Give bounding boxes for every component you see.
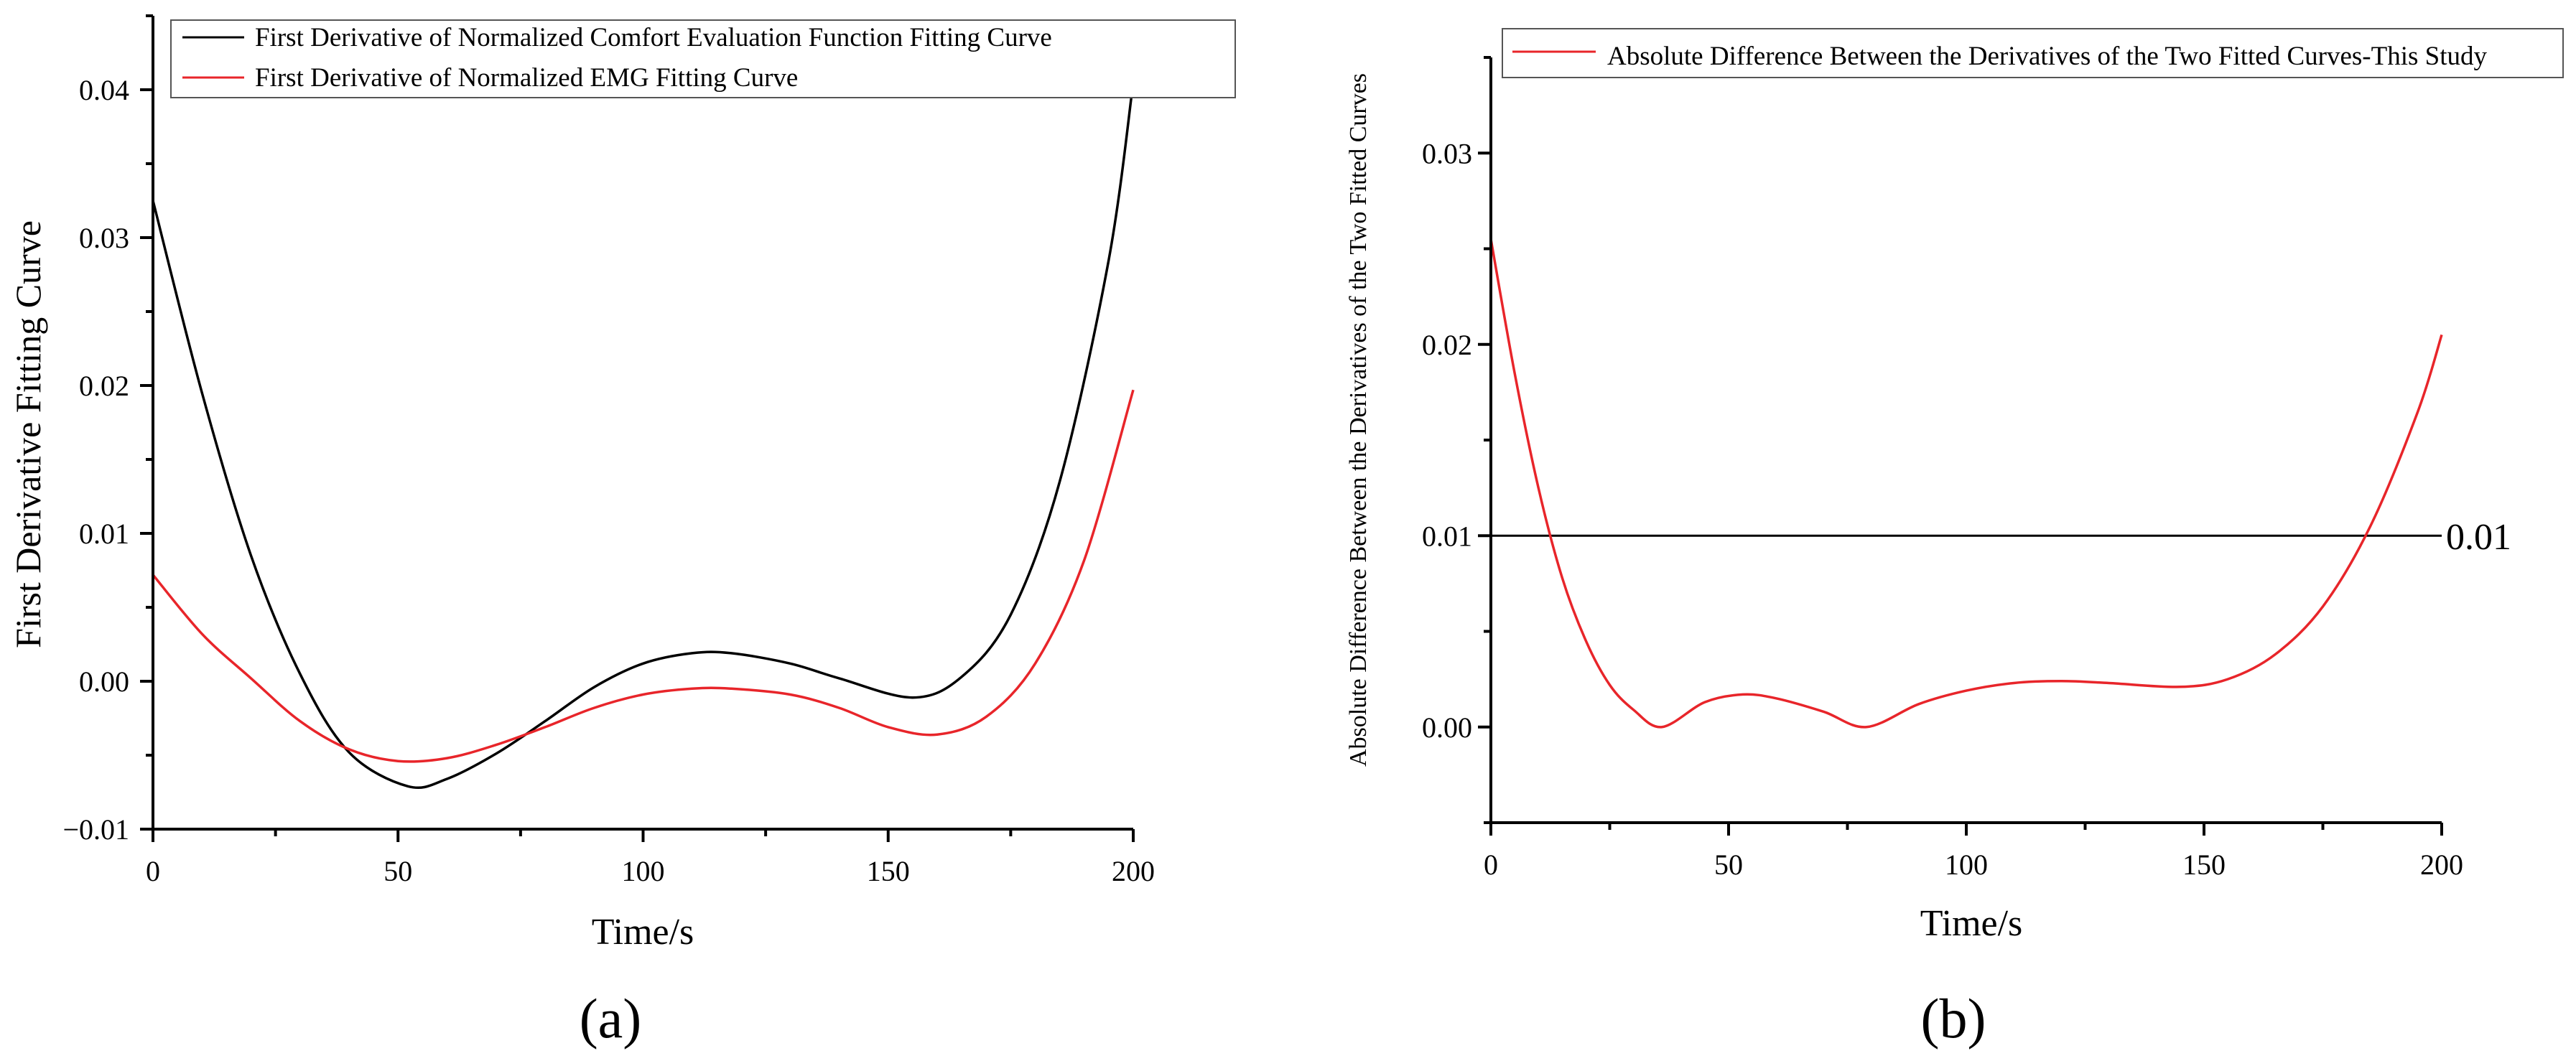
- panel-b-series-1-line: [1489, 238, 2443, 729]
- panel-b: 0 50 100 150 200 0.00 0.01 0.02 0.03 Absolute Di…: [1345, 28, 2564, 1050]
- panel-a-y-tick-label: 0.01: [79, 518, 129, 550]
- panel-a-panel-label: (a): [580, 987, 642, 1050]
- panel-a-x-tick-label: 150: [867, 855, 910, 887]
- panel-b-x-tick-label: 200: [2420, 849, 2463, 881]
- panel-a-y-tick-label: 0.00: [79, 665, 129, 698]
- panel-b-plot: [1489, 238, 2443, 729]
- panel-b-y-tick-label: 0.01: [1422, 520, 1472, 552]
- panel-a-x-tick-label: 100: [622, 855, 665, 887]
- panel-b-x-tick-label: 0: [1484, 849, 1498, 881]
- panel-a-legend-label-2: First Derivative of Normalized EMG Fitti…: [255, 63, 798, 93]
- panel-a-y-tick-label: 0.03: [79, 222, 129, 254]
- panel-b-panel-label: (b): [1921, 987, 1986, 1050]
- panel-b-legend-box: [1502, 28, 2564, 78]
- panel-a-series-2-line: [152, 389, 1135, 763]
- panel-a-legend-box: [170, 19, 1236, 98]
- panel-a-x-label: Time/s: [592, 912, 694, 953]
- panel-a-legend-label-1: First Derivative of Normalized Comfort E…: [255, 23, 1052, 52]
- panel-b-legend: Absolute Difference Between the Derivati…: [1502, 28, 2564, 78]
- panel-a-legend: First Derivative of Normalized Comfort E…: [170, 19, 1236, 98]
- panel-a-tick-labels: 0 50 100 150 200 −0.01 0.00 0.01 0.02 0.03 0.04: [62, 74, 1155, 887]
- panel-b-y-tick-label: 0.00: [1422, 711, 1472, 744]
- panel-a-y-tick-label: −0.01: [62, 813, 129, 846]
- panel-b-ticks: [1478, 56, 2443, 836]
- panel-a-y-label: First Derivative Fitting Curve: [8, 220, 48, 648]
- panel-b-x-tick-label: 50: [1714, 849, 1743, 881]
- panel-b-reference-label: 0.01: [2446, 517, 2511, 558]
- panel-a-x-tick-label: 50: [383, 855, 412, 887]
- panel-b-y-label: Absolute Difference Between the Derivati…: [1345, 73, 1372, 767]
- panel-b-y-tick-label: 0.03: [1422, 137, 1472, 169]
- panel-b-x-tick-label: 100: [1945, 849, 1988, 881]
- panel-b-x-label: Time/s: [1920, 903, 2023, 944]
- panel-b-y-tick-label: 0.02: [1422, 329, 1472, 361]
- panel-a-x-tick-label: 0: [146, 855, 160, 887]
- panel-a-plot: [152, 82, 1135, 790]
- panel-a-y-tick-label: 0.04: [79, 74, 129, 106]
- panel-a-series-1-line: [152, 82, 1135, 790]
- panel-a-ticks: [140, 14, 1135, 842]
- panel-a: 0 50 100 150 200 −0.01 0.00 0.01 0.02 0.03 0.04 Fi…: [8, 14, 1236, 1050]
- panel-b-tick-labels: 0 50 100 150 200 0.00 0.01 0.02 0.03: [1422, 137, 2463, 881]
- panel-a-y-tick-label: 0.02: [79, 370, 129, 402]
- panel-a-x-tick-label: 200: [1112, 855, 1155, 887]
- panel-b-x-tick-label: 150: [2182, 849, 2226, 881]
- panel-b-legend-label-1: Absolute Difference Between the Derivati…: [1607, 42, 2487, 71]
